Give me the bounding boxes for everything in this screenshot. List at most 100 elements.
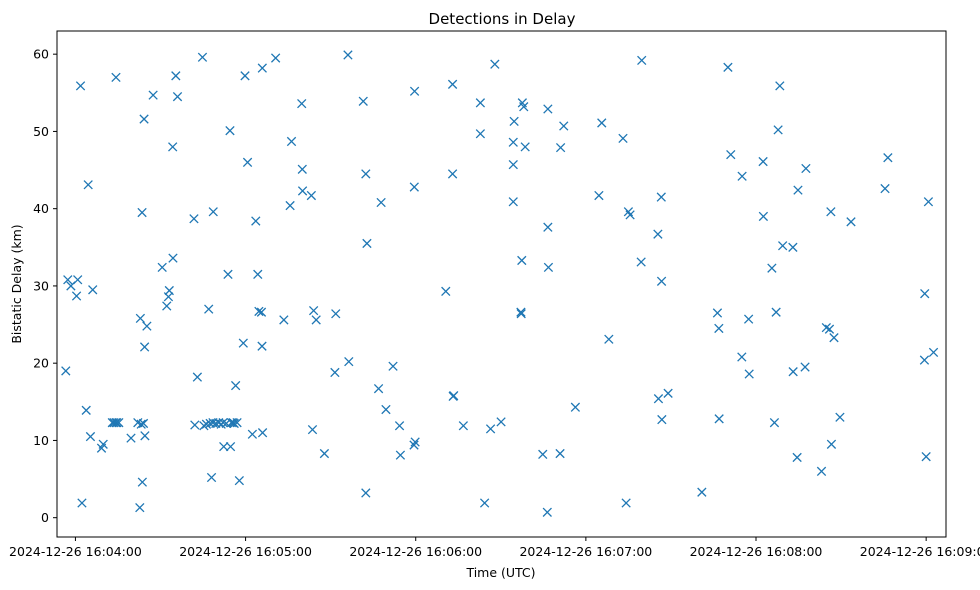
data-point-44 (199, 421, 209, 431)
data-point-57 (223, 269, 233, 280)
data-point-106 (410, 437, 420, 447)
data-point-101 (394, 421, 405, 431)
data-point-109 (447, 79, 458, 89)
chart-title: Detections in Delay (429, 10, 576, 28)
data-point-120 (508, 159, 518, 170)
data-point-27 (139, 114, 149, 124)
data-point-21 (135, 502, 145, 513)
data-point-10 (88, 285, 98, 295)
data-point-22 (135, 313, 146, 324)
data-point-143 (623, 207, 634, 217)
data-point-64 (232, 418, 242, 428)
data-point-48 (206, 472, 217, 483)
data-point-117 (490, 59, 500, 69)
y-tick-label-0: 0 (41, 510, 49, 525)
data-point-181 (826, 439, 837, 449)
data-point-35 (164, 285, 174, 296)
data-point-38 (171, 71, 181, 81)
data-point-89 (330, 367, 340, 378)
data-point-24 (137, 207, 147, 218)
data-point-7 (81, 405, 91, 415)
data-point-155 (714, 323, 724, 334)
data-point-9 (85, 431, 96, 442)
data-point-157 (723, 62, 733, 72)
data-point-82 (297, 164, 307, 174)
data-point-183 (835, 412, 845, 422)
data-point-182 (829, 333, 839, 343)
data-point-1 (63, 275, 73, 285)
data-point-175 (800, 362, 810, 372)
data-point-83 (297, 186, 308, 196)
data-point-160 (737, 171, 747, 181)
data-point-39 (172, 92, 183, 102)
data-point-119 (508, 197, 518, 207)
data-point-178 (821, 322, 831, 333)
data-point-0 (61, 366, 71, 376)
y-tick-label-6: 60 (33, 47, 49, 62)
data-point-188 (920, 288, 930, 299)
data-point-190 (923, 197, 934, 207)
data-point-147 (653, 229, 663, 239)
data-point-105 (409, 86, 420, 96)
data-point-94 (361, 169, 371, 179)
data-point-69 (247, 429, 258, 439)
data-point-79 (285, 200, 295, 211)
data-point-102 (395, 450, 406, 460)
data-point-95 (361, 488, 371, 498)
data-point-32 (157, 262, 167, 273)
data-point-92 (344, 356, 354, 367)
data-point-29 (140, 431, 150, 441)
data-point-129 (538, 449, 548, 460)
data-point-124 (516, 309, 526, 319)
data-point-33 (162, 301, 172, 311)
data-point-71 (253, 269, 263, 280)
data-point-104 (409, 182, 419, 192)
data-point-28 (139, 342, 150, 352)
data-point-140 (604, 334, 614, 344)
data-point-54 (218, 418, 228, 428)
data-point-70 (251, 216, 261, 226)
data-point-23 (136, 419, 146, 429)
data-point-16 (112, 418, 122, 428)
data-point-98 (376, 197, 386, 208)
data-point-36 (168, 142, 178, 152)
data-point-66 (238, 338, 248, 348)
data-point-8 (83, 180, 93, 190)
data-point-132 (543, 222, 553, 232)
data-point-179 (824, 324, 835, 334)
data-point-166 (769, 418, 780, 428)
data-point-91 (343, 50, 353, 60)
data-point-174 (793, 185, 803, 195)
x-tick-label-4: 2024-12-26 16:08:00 (690, 544, 823, 559)
data-point-107 (441, 286, 451, 296)
y-tick-label-2: 20 (33, 356, 49, 371)
data-points (61, 50, 939, 517)
x-tick-label-2: 2024-12-26 16:06:00 (349, 544, 482, 559)
data-point-96 (362, 238, 372, 249)
data-point-59 (225, 125, 235, 136)
data-point-146 (637, 55, 647, 66)
data-point-125 (517, 255, 527, 266)
data-point-165 (767, 263, 777, 273)
data-point-50 (208, 207, 218, 217)
data-point-87 (311, 315, 321, 325)
data-point-177 (816, 466, 827, 476)
data-point-111 (449, 390, 459, 401)
data-point-62 (229, 418, 239, 429)
data-point-134 (555, 448, 565, 459)
data-point-5 (75, 81, 86, 91)
data-point-141 (618, 133, 628, 144)
data-point-43 (197, 52, 208, 62)
data-point-52 (213, 418, 224, 428)
data-point-173 (792, 452, 802, 463)
data-point-137 (570, 402, 581, 412)
data-point-158 (726, 149, 736, 160)
data-point-88 (319, 448, 330, 459)
data-point-31 (148, 90, 158, 100)
data-point-184 (846, 217, 856, 227)
data-point-148 (653, 394, 664, 404)
y-tick-label-1: 10 (33, 433, 49, 448)
x-axis: 2024-12-26 16:04:00 2024-12-26 16:05:00 20… (9, 537, 980, 559)
data-point-77 (270, 53, 281, 63)
data-point-168 (773, 125, 783, 135)
